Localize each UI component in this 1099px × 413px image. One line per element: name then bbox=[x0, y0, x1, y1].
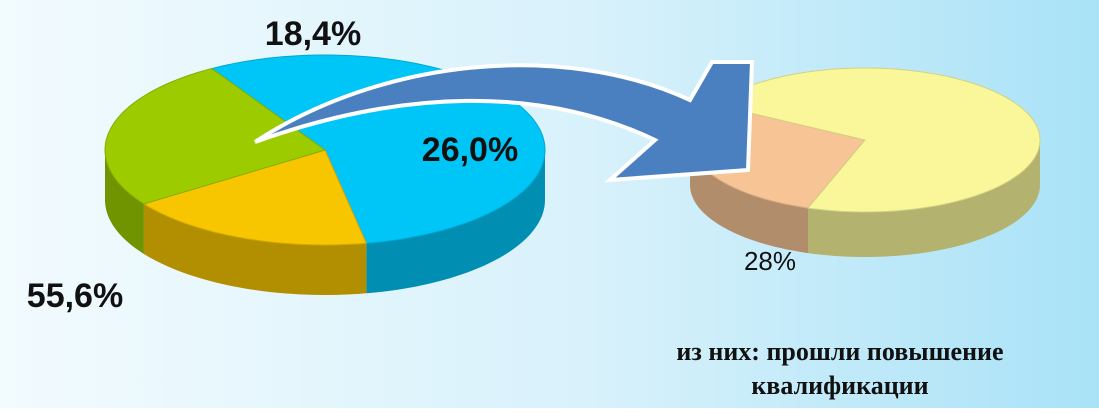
slice bbox=[711, 67, 1041, 213]
slice bbox=[142, 149, 368, 246]
sides bbox=[105, 150, 545, 295]
annotation: из них: прошли повышение bbox=[676, 337, 1003, 366]
sides bbox=[690, 140, 1040, 257]
slice-side bbox=[366, 150, 545, 294]
slice-side bbox=[105, 150, 144, 254]
arrow bbox=[253, 60, 755, 183]
value-label: 55,6% bbox=[27, 277, 123, 315]
slice-side bbox=[808, 140, 1040, 257]
value-label: 26,0% bbox=[422, 131, 518, 169]
value-label: 28% bbox=[744, 246, 796, 276]
annotation: квалификации bbox=[751, 371, 928, 400]
slice-side bbox=[690, 140, 809, 254]
value-label: 18,4% bbox=[265, 15, 361, 53]
slice-side bbox=[143, 203, 367, 295]
slice bbox=[104, 68, 327, 205]
